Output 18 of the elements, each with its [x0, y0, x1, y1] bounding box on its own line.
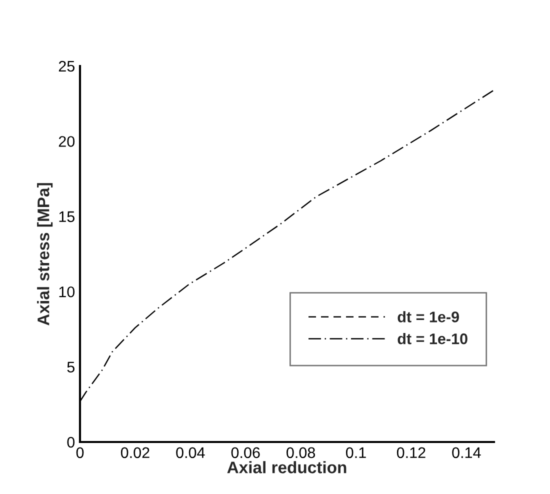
x-tick-label: 0.12	[396, 447, 426, 458]
x-tick-label: 0.02	[120, 447, 150, 458]
y-tick-label: 25	[58, 60, 74, 72]
y-tick-label: 10	[59, 286, 75, 298]
y-tick-label: 0	[67, 436, 75, 448]
y-tick-label: 15	[59, 211, 74, 222]
y-tick-label: 5	[67, 362, 74, 372]
legend-label: dt = 1e-10	[398, 333, 468, 344]
x-tick-label: 0	[76, 447, 84, 458]
x-tick-label: 0.08	[286, 447, 316, 458]
y-axis-title: Axial stress [MPa]	[37, 183, 53, 326]
legend-label: dt = 1e-9	[398, 311, 459, 322]
y-tick-label: 20	[58, 136, 75, 147]
x-tick-label: 0.04	[176, 447, 205, 458]
x-tick-label: 0.1	[346, 447, 366, 458]
x-tick-label: 0.14	[452, 447, 481, 458]
x-axis-title: Axial reduction	[227, 461, 346, 474]
x-tick-label: 0.06	[231, 447, 260, 458]
